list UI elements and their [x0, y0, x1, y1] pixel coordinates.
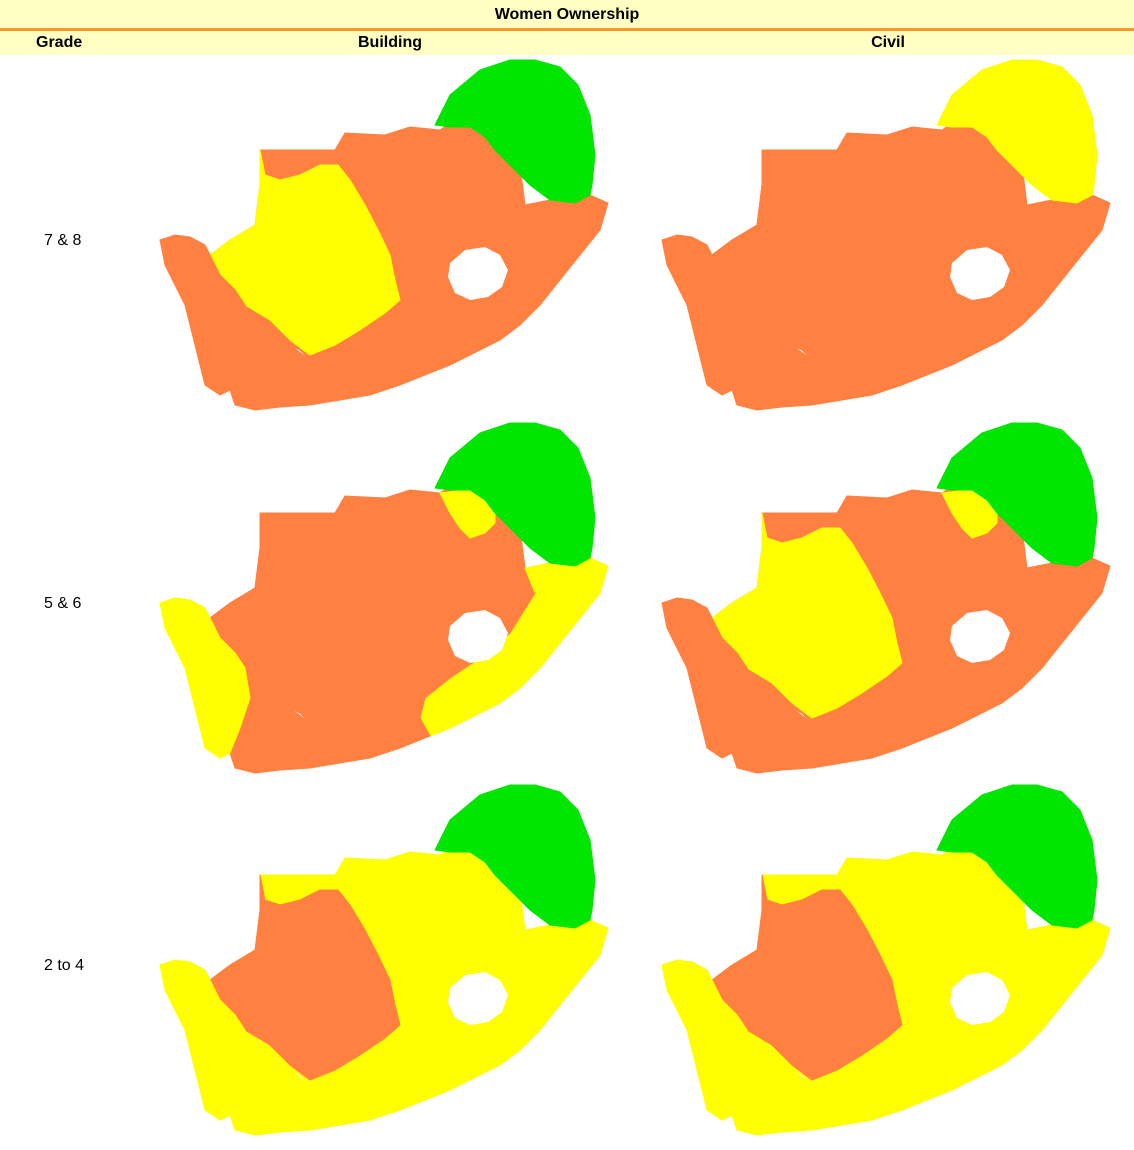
page-title: Women Ownership [494, 6, 640, 23]
region-northeast [434, 422, 596, 567]
grade-label-7-8: 7 & 8 [44, 232, 82, 249]
title-bar: Women Ownership [0, 0, 1134, 31]
grade-label-2-4: 2 to 4 [44, 957, 85, 974]
map-building-grade-2-4 [159, 784, 609, 1136]
map-building-grade-5-6 [159, 422, 609, 774]
region-southwest [661, 234, 753, 396]
region-northeast [434, 59, 596, 204]
lesotho-hole [448, 610, 508, 663]
map-building-grade-7-8 [159, 59, 609, 411]
region-northeast [434, 784, 596, 929]
grade-column-header: Grade [36, 34, 83, 51]
region-southwest [159, 959, 251, 1121]
building-column-header: Building [358, 34, 422, 51]
region-northeast [936, 422, 1098, 567]
region-northeast [936, 784, 1098, 929]
header-row: Grade Building Civil [0, 31, 1134, 55]
map-civil-grade-2-4 [661, 784, 1111, 1136]
grade-label-5-6: 5 & 6 [44, 595, 82, 612]
lesotho-hole [448, 247, 508, 300]
lesotho-hole [950, 610, 1010, 663]
lesotho-hole [950, 247, 1010, 300]
region-southwest [159, 234, 251, 396]
region-southwest [159, 597, 251, 759]
region-southwest [661, 597, 753, 759]
region-southwest [661, 959, 753, 1121]
lesotho-hole [950, 972, 1010, 1025]
lesotho-hole [448, 972, 508, 1025]
region-northeast [936, 59, 1098, 204]
map-civil-grade-5-6 [661, 422, 1111, 774]
civil-column-header: Civil [871, 34, 905, 51]
map-civil-grade-7-8 [661, 59, 1111, 411]
